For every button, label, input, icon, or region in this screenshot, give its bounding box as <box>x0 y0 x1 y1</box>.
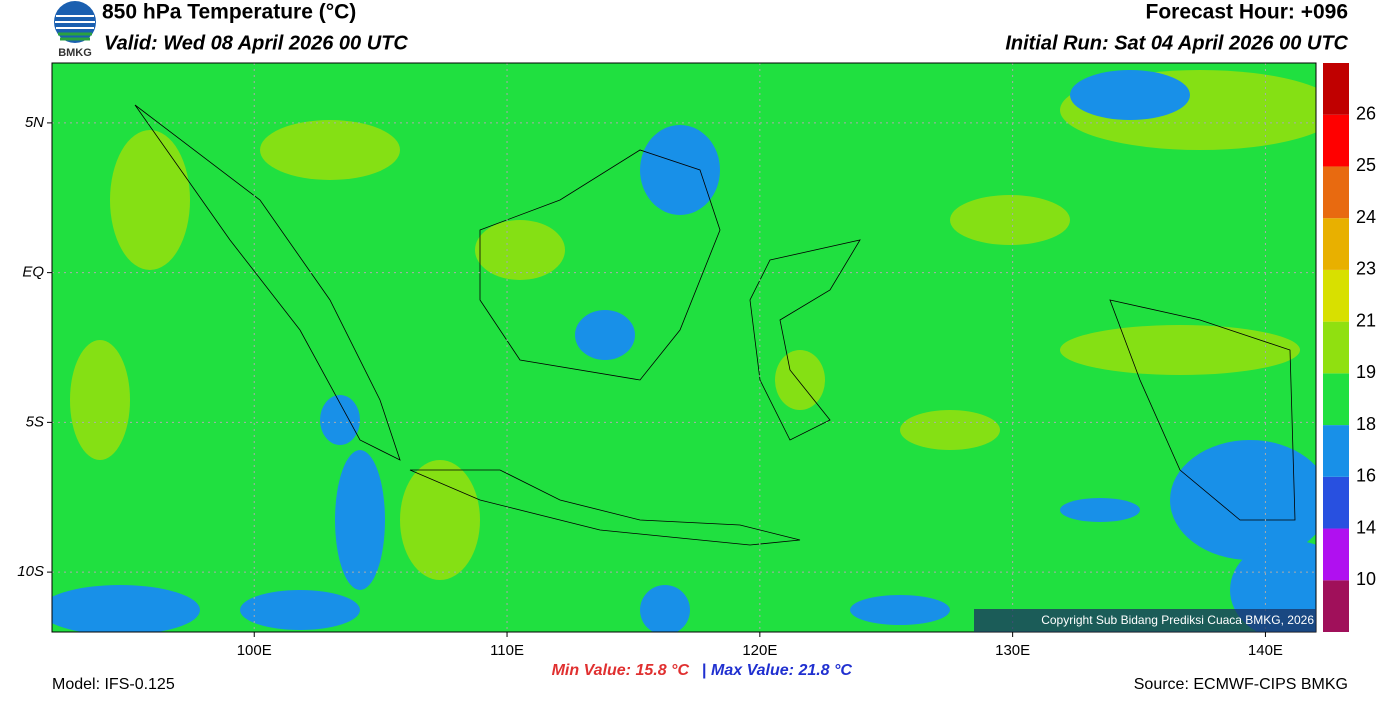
logo: BMKG <box>54 1 96 59</box>
colorbar-label: 16 <box>1356 466 1376 486</box>
colorbar-label: 19 <box>1356 362 1376 382</box>
x-tick-label: 120E <box>742 642 777 659</box>
colorbar-segment <box>1323 166 1349 219</box>
y-tick-label: 10S <box>17 563 44 580</box>
colorbar-segment <box>1323 63 1349 115</box>
colorbar-segment <box>1323 269 1349 322</box>
map-frame <box>51 62 1317 633</box>
title: 850 hPa Temperature (°C) <box>102 1 356 24</box>
map-field <box>52 63 1316 632</box>
y-tick-label: EQ <box>22 264 44 281</box>
model: Model: IFS-0.125 <box>52 676 175 693</box>
x-tick-label: 130E <box>995 642 1030 659</box>
separator: | <box>702 662 706 679</box>
colorbar-segment <box>1323 580 1349 632</box>
x-tick-label: 140E <box>1248 642 1283 659</box>
colorbar-label: 21 <box>1356 310 1376 330</box>
valid-time: Valid: Wed 08 April 2026 00 UTC <box>104 32 408 54</box>
initial-run: Initial Run: Sat 04 April 2026 00 UTC <box>1005 32 1348 54</box>
colorbar-segment <box>1323 528 1349 581</box>
colorbar: 10 14 16 18 19 21 23 24 25 26 <box>1323 63 1376 632</box>
colorbar-segment <box>1323 114 1349 167</box>
colorbar-label: 14 <box>1356 517 1376 537</box>
x-tick-label: 100E <box>237 642 272 659</box>
colorbar-label: 23 <box>1356 259 1376 279</box>
graticule <box>47 63 1316 637</box>
copyright-box <box>974 609 1316 632</box>
colorbar-segment <box>1323 373 1349 426</box>
colorbar-label: 24 <box>1356 207 1376 227</box>
source: Source: ECMWF-CIPS BMKG <box>1134 676 1348 693</box>
forecast-hour: Forecast Hour: +096 <box>1146 1 1349 24</box>
colorbar-label: 18 <box>1356 414 1376 434</box>
copyright: Copyright Sub Bidang Prediksi Cuaca BMKG… <box>1041 613 1314 627</box>
y-tick-label: 5N <box>25 114 44 131</box>
y-tick-label: 5S <box>26 413 44 430</box>
colorbar-segment <box>1323 321 1349 374</box>
min-value: Min Value: 15.8 °C <box>552 662 690 679</box>
x-tick-label: 110E <box>490 642 524 659</box>
colorbar-label: 10 <box>1356 569 1376 589</box>
logo-text: BMKG <box>58 47 92 59</box>
colorbar-segment <box>1323 476 1349 529</box>
colorbar-segment <box>1323 425 1349 477</box>
max-value: Max Value: 21.8 °C <box>711 662 852 679</box>
colorbar-label: 26 <box>1356 103 1376 123</box>
colorbar-label: 25 <box>1356 155 1376 175</box>
colorbar-segment <box>1323 218 1349 270</box>
